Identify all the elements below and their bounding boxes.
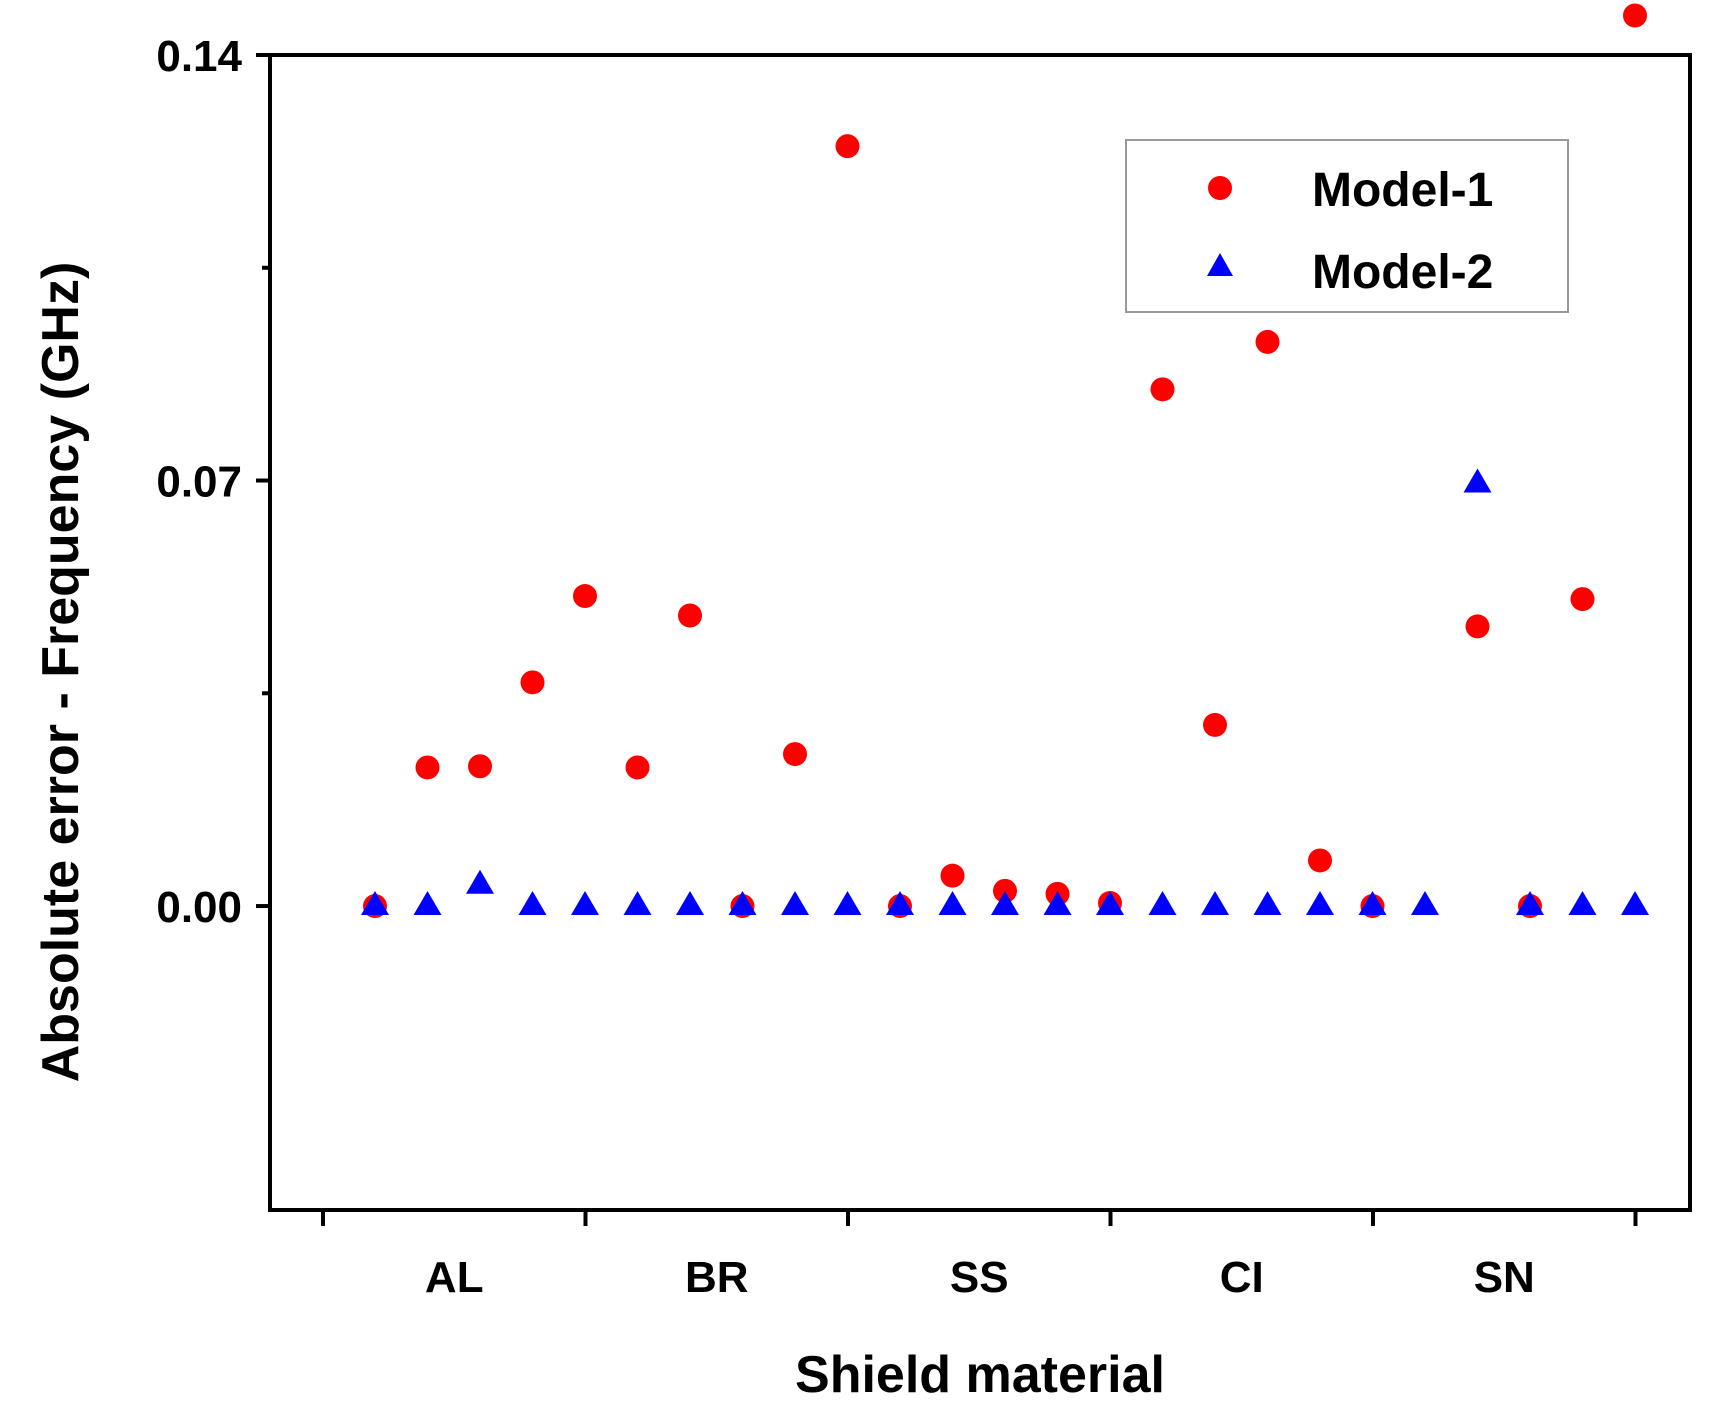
data-marks <box>361 3 1649 919</box>
x-tick-label: AL <box>425 1253 484 1302</box>
x-axis-title: Shield material <box>795 1346 1165 1404</box>
legend-marker-model-1 <box>1208 176 1232 200</box>
point-model-2 <box>886 891 914 916</box>
x-tick-label: SN <box>1474 1253 1535 1302</box>
point-model-2 <box>1516 891 1544 916</box>
point-model-1 <box>1465 614 1490 639</box>
point-model-1 <box>1623 3 1647 28</box>
y-tick-label: 0.00 <box>156 883 242 932</box>
x-tick-label: BR <box>685 1253 749 1302</box>
point-model-2 <box>1253 891 1282 916</box>
point-model-2 <box>728 891 757 916</box>
y-tick-label: 0.07 <box>156 458 242 507</box>
point-model-2 <box>1043 891 1072 916</box>
point-model-1 <box>1150 377 1175 402</box>
point-model-1 <box>468 754 492 779</box>
point-model-2 <box>623 891 652 916</box>
plot-frame <box>268 53 1692 1212</box>
point-model-1 <box>1570 587 1595 612</box>
point-model-2 <box>1621 891 1649 916</box>
point-model-1 <box>1308 848 1332 873</box>
point-model-2 <box>361 891 389 916</box>
point-model-2 <box>781 891 809 916</box>
point-model-2 <box>833 891 862 916</box>
point-model-2 <box>1463 468 1492 493</box>
point-model-1 <box>573 584 597 609</box>
x-tick-label: SS <box>950 1253 1009 1302</box>
point-model-2 <box>1096 891 1124 916</box>
point-model-2 <box>1568 891 1597 916</box>
point-model-2 <box>1411 891 1439 916</box>
legend-label-model-1: Model-1 <box>1312 164 1493 217</box>
point-model-2 <box>1148 891 1177 916</box>
point-model-2 <box>518 891 547 916</box>
x-tick-label: CI <box>1220 1253 1264 1302</box>
legend-box <box>1125 139 1569 313</box>
point-model-2 <box>676 891 704 916</box>
point-model-2 <box>1358 891 1387 916</box>
point-model-2 <box>1201 891 1229 916</box>
point-model-1 <box>993 878 1017 903</box>
point-model-1 <box>1203 712 1227 737</box>
point-model-1 <box>625 755 650 780</box>
point-model-1 <box>783 742 807 767</box>
legend-marker-model-2 <box>1207 253 1233 276</box>
point-model-2 <box>991 891 1019 916</box>
point-model-2 <box>466 869 494 894</box>
point-model-2 <box>413 891 442 916</box>
point-model-2 <box>1306 891 1334 916</box>
point-model-1 <box>835 134 860 159</box>
legend-label-model-2: Model-2 <box>1312 246 1493 299</box>
point-model-2 <box>938 891 967 916</box>
point-model-1 <box>520 670 545 695</box>
y-axis-title: Absolute error - Frequency (GHz) <box>32 262 90 1083</box>
axes: 0.00 0.07 0.14 AL BR SS CI SN <box>156 32 1692 1302</box>
point-model-1 <box>678 603 702 628</box>
point-model-1 <box>415 755 440 780</box>
point-model-2 <box>571 891 599 916</box>
legend: Model-1 Model-2 <box>1125 139 1569 313</box>
y-tick-label: 0.14 <box>156 32 242 81</box>
point-model-1 <box>940 863 965 888</box>
point-model-1 <box>1255 329 1280 354</box>
